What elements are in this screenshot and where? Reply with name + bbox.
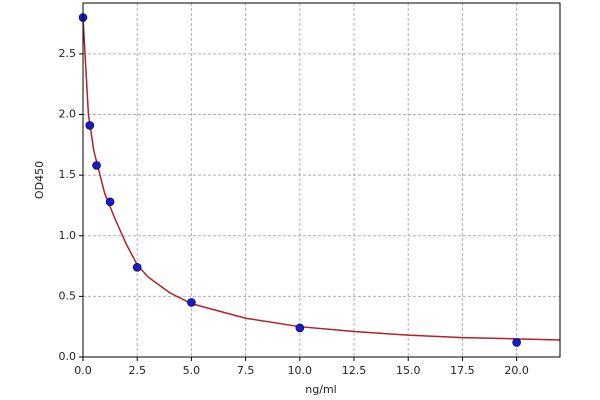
x-tick-label: 7.5 [237, 364, 255, 377]
y-tick-label: 0.5 [59, 289, 77, 302]
y-tick-label: 2.0 [59, 108, 77, 121]
y-tick-label: 0.0 [59, 350, 77, 363]
y-tick-label: 1.5 [59, 168, 77, 181]
x-tick-label: 12.5 [342, 364, 367, 377]
x-tick-label: 0.0 [74, 364, 92, 377]
x-axis-label: ng/ml [305, 383, 336, 396]
x-tick-label: 5.0 [183, 364, 201, 377]
data-point [295, 323, 305, 333]
fit-curve [82, 17, 561, 341]
x-tick-label: 10.0 [288, 364, 313, 377]
y-axis-label: OD450 [33, 161, 46, 199]
x-tick-label: 2.5 [128, 364, 146, 377]
x-tick-label: 20.0 [504, 364, 529, 377]
x-tick-label: 15.0 [396, 364, 421, 377]
y-tick-label: 2.5 [59, 47, 77, 60]
plot-frame [82, 2, 561, 358]
data-point [85, 121, 95, 130]
data-point [105, 197, 115, 207]
data-point [187, 298, 196, 307]
plot-area [83, 3, 560, 357]
data-point [92, 161, 101, 170]
y-tick-label: 1.0 [59, 229, 77, 242]
data-point [132, 262, 142, 272]
data-point [512, 338, 521, 347]
x-tick-label: 17.5 [450, 364, 475, 377]
